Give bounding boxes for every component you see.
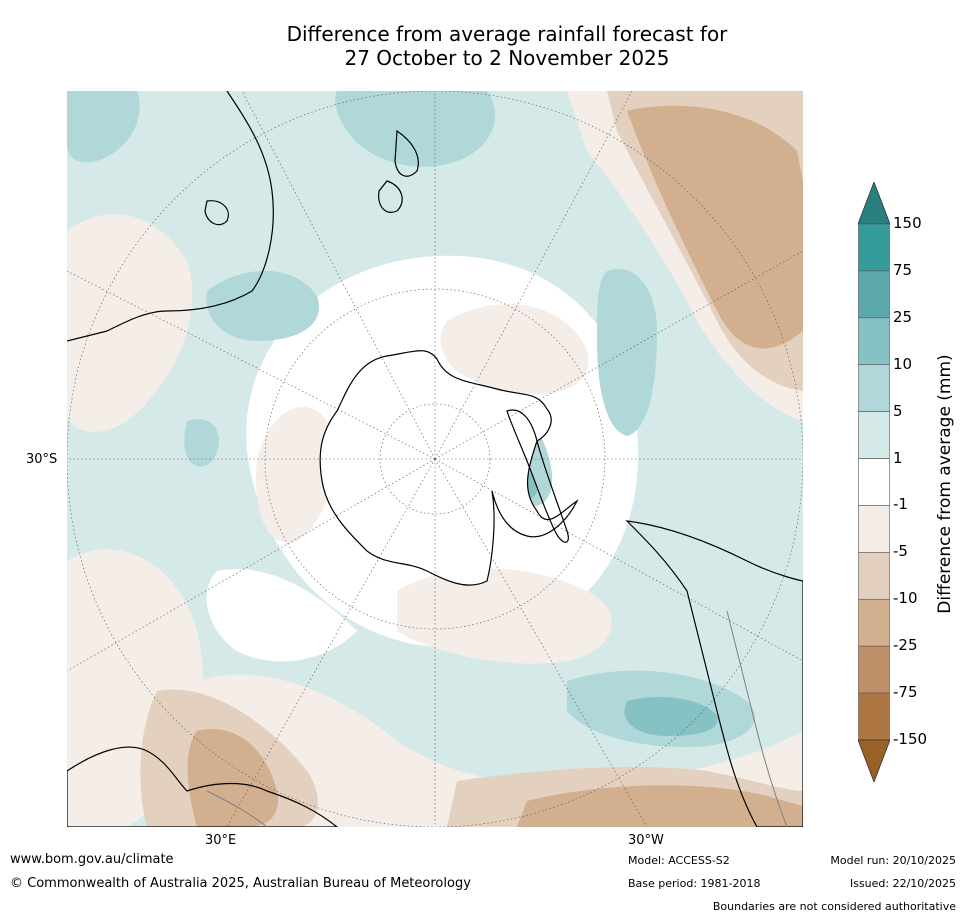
colorbar-tick-label: 150 (893, 214, 922, 232)
meridian-line-6 (434, 91, 633, 460)
colorbar-tick-label: 75 (893, 260, 913, 279)
brown-patch-south-10-25 (187, 729, 278, 827)
colorbar-segment (858, 645, 890, 694)
colorbar-segment (858, 317, 890, 366)
map-canvas (67, 91, 803, 827)
colorbar-segment (858, 692, 890, 741)
colorbar-tick-label: -150 (893, 730, 928, 748)
title-line-2: 27 October to 2 November 2025 (344, 46, 670, 70)
border-layer (206, 610, 788, 827)
coastline-layer (67, 91, 803, 827)
teal-patch-east (597, 269, 657, 436)
footer-issued: Issued: 22/10/2025 (849, 877, 956, 890)
colorbar (858, 182, 890, 782)
brown-patch-inner-north (440, 304, 589, 395)
latitude-circle-75s (379, 403, 491, 515)
colorbar-tick-label: 1 (893, 448, 903, 467)
meridian-line-7 (67, 270, 436, 460)
teal-patch-north-1 (67, 91, 140, 163)
border-south-america (726, 610, 788, 827)
meridian-line-9 (67, 458, 436, 672)
coast-southern-africa (67, 746, 338, 827)
latitude-circle-60s (264, 288, 606, 630)
colorbar-tick-label: -10 (893, 589, 918, 608)
colorbar-tick-label: -25 (893, 636, 918, 655)
meridian-line-12 (434, 458, 648, 827)
colorbar-tick-label: 25 (893, 307, 913, 326)
footer-model-run: Model run: 20/10/2025 (830, 854, 956, 867)
footer-disclaimer: Boundaries are not considered authoritat… (712, 900, 956, 913)
teal-patch-sw (184, 419, 219, 467)
coast-tasmania (204, 200, 229, 226)
colorbar-extend-top (858, 182, 890, 225)
colorbar-tick-label: 5 (893, 401, 903, 420)
coast-australia (67, 91, 274, 342)
colorbar-segment (858, 223, 890, 272)
teal-patch-se-10-25 (624, 696, 718, 736)
colorbar-tick-label: -75 (893, 683, 918, 702)
longitude-label-30e: 30°E (205, 833, 237, 848)
coast-antarctica (319, 350, 579, 586)
colorbar-tick-label: 10 (893, 354, 913, 373)
colorbar-segment (858, 552, 890, 600)
coast-south-america (625, 520, 803, 827)
colorbar-segment (858, 364, 890, 412)
chart-title: Difference from average rainfall forecas… (0, 22, 965, 70)
rainfall-map (67, 91, 803, 827)
colorbar-segment (858, 411, 890, 459)
teal-patch-tasman (335, 91, 496, 167)
graticule-layer (67, 91, 803, 827)
footer-url[interactable]: www.bom.gov.au/climate (10, 852, 174, 867)
teal-patch-north-2 (206, 270, 319, 341)
coast-new-zealand-south (378, 180, 403, 213)
colorbar-extend-bottom (858, 739, 890, 782)
meridian-line-5 (241, 91, 436, 460)
footer-model: Model: ACCESS-S2 (628, 854, 730, 867)
white-gap-inner (287, 317, 447, 387)
footer-copyright: © Commonwealth of Australia 2025, Austra… (10, 876, 471, 891)
coast-antarctic-peninsula (506, 409, 569, 543)
antarctic-continent (320, 350, 577, 586)
brown-patch-west-1 (67, 214, 193, 432)
meridian-line-8 (434, 250, 803, 460)
longitude-label-30w: 30°W (628, 833, 664, 848)
white-gap-south (206, 569, 357, 662)
brown-patch-mid-left (256, 406, 336, 543)
colorbar-tick-label: -1 (893, 495, 908, 514)
brown-patch-east-10-25 (627, 105, 803, 349)
brown-patch-inner-south (397, 568, 612, 664)
colorbar-segment (858, 505, 890, 553)
meridian-line-11 (226, 458, 436, 827)
latitude-label-30s: 30°S (26, 452, 58, 467)
title-line-1: Difference from average rainfall forecas… (286, 22, 728, 46)
colorbar-segment (858, 458, 890, 506)
colorbar-title: Difference from average (mm) (935, 354, 955, 614)
coast-new-zealand-north (394, 129, 419, 177)
brown-patch-se-10-25 (517, 785, 803, 827)
colorbar-segment (858, 598, 890, 647)
colorbar-segment (858, 270, 890, 319)
colorbar-tick-label: -5 (893, 542, 908, 561)
border-africa (206, 790, 268, 827)
footer-base-period: Base period: 1981-2018 (628, 877, 761, 890)
